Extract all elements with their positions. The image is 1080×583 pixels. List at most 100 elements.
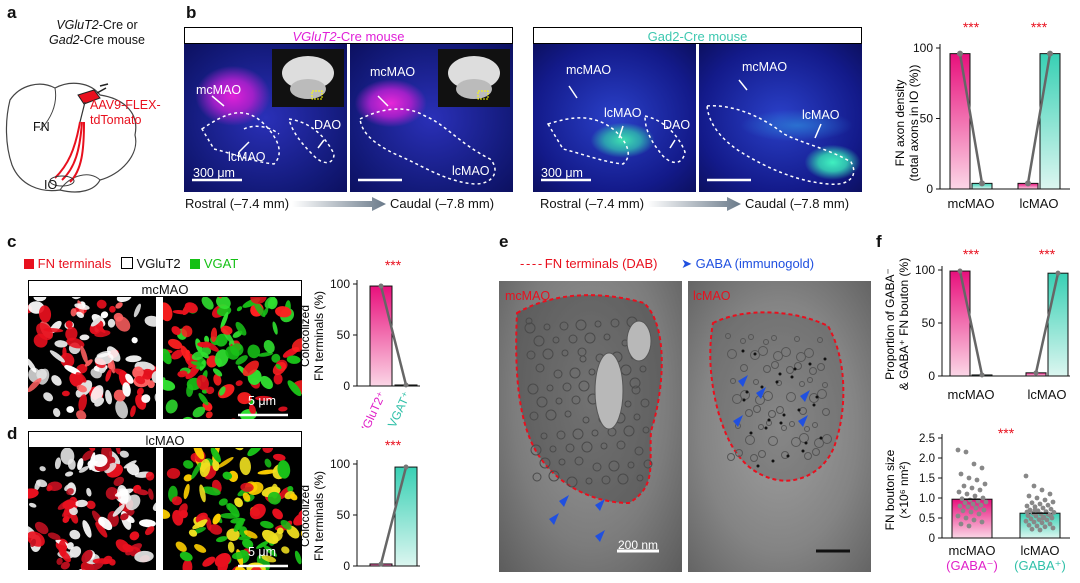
panel-label-f: f	[876, 232, 882, 251]
signal-blob	[250, 566, 263, 570]
vesicle	[763, 339, 769, 345]
signal-blob	[163, 302, 173, 322]
immunogold-particle	[756, 464, 760, 468]
signal-blob	[117, 485, 129, 505]
data-point	[1033, 370, 1039, 376]
signal-blob	[263, 340, 275, 354]
data-point	[969, 485, 975, 491]
x-tick-label: mcMAO	[948, 387, 995, 402]
y-tick-label: 100	[913, 41, 933, 55]
b-label-mcmao-4: mcMAO	[742, 60, 788, 74]
c-header: mcMAO	[28, 280, 302, 297]
x-tick-label: mcMAO	[949, 543, 996, 558]
data-point	[956, 489, 962, 495]
signal-blob	[194, 544, 207, 553]
b-scale-3: 300 μm	[541, 166, 583, 180]
signal-blob	[171, 496, 183, 506]
signal-blob	[272, 508, 283, 520]
signal-blob	[58, 540, 67, 557]
signal-blob	[136, 387, 144, 396]
immunogold-particle	[812, 403, 816, 407]
bar-gaba-pos	[1047, 272, 1069, 377]
signal-blob	[81, 549, 93, 563]
signal-blob	[70, 297, 84, 300]
significance-stars: ***	[963, 19, 980, 35]
vesicle	[786, 366, 794, 374]
vesicle	[804, 426, 810, 432]
y-tick-label: 50	[920, 112, 934, 126]
signal-blob	[86, 487, 92, 497]
vesicle	[768, 410, 776, 418]
signal-blob	[177, 370, 188, 378]
signal-blob	[28, 378, 42, 393]
gaba-arrowhead-icon	[738, 375, 748, 387]
signal-blob	[67, 458, 76, 470]
vesicle	[533, 335, 545, 347]
vesicle	[807, 377, 813, 383]
vesicle	[776, 406, 784, 414]
signal-blob	[28, 358, 37, 373]
data-point	[957, 503, 963, 509]
vesicle	[552, 336, 560, 344]
signal-blob	[243, 530, 258, 539]
y-tick-label: 1.5	[919, 473, 935, 485]
vesicle	[546, 384, 554, 392]
signal-blob	[210, 418, 220, 419]
vesicle	[817, 389, 827, 399]
signal-blob	[69, 507, 78, 516]
vesicle	[610, 318, 620, 328]
signal-blob	[147, 380, 155, 389]
significance-stars: ***	[998, 425, 1015, 441]
signal-blob	[66, 488, 74, 496]
signal-blob	[122, 382, 131, 397]
immunogold-particle	[819, 436, 823, 440]
vesicle	[526, 350, 536, 360]
vesicle	[562, 382, 572, 392]
signal-blob	[183, 474, 193, 482]
vesicle	[794, 362, 802, 370]
data-point	[1034, 495, 1040, 501]
signal-blob	[78, 465, 90, 473]
f-bar-chart: 0 50 100 *** mcMAO *** lcMAO Proportion of GABA…	[883, 248, 1070, 402]
vesicle	[582, 416, 590, 424]
signal-blob	[239, 456, 251, 476]
data-point	[960, 508, 966, 514]
signal-blob	[191, 351, 205, 361]
data-point	[966, 523, 972, 529]
vesicle	[561, 349, 569, 357]
signal-blob	[202, 486, 221, 496]
vesicle	[639, 365, 647, 373]
fn-label: FN	[33, 120, 50, 134]
data-point	[1050, 525, 1056, 531]
vesicle	[732, 394, 742, 404]
vesicle	[796, 352, 806, 362]
signal-blob	[114, 368, 128, 377]
gaba-arrowhead-icon	[756, 387, 766, 399]
pair-line	[1026, 53, 1052, 184]
vesicle	[727, 453, 735, 461]
signal-blob	[276, 527, 284, 535]
data-point	[959, 496, 965, 502]
signal-blob	[30, 538, 37, 547]
data-point	[1025, 513, 1031, 518]
signal-blob	[219, 386, 226, 396]
b-label-lcmao-3: lcMAO	[604, 106, 642, 120]
data-point	[1031, 483, 1037, 489]
vesicle	[568, 334, 578, 344]
signal-blob	[184, 302, 198, 314]
signal-blob	[52, 408, 61, 417]
d-bar-chart: 0 50 100 *** ColocolizedFN terminals (%)	[298, 437, 420, 573]
signal-blob	[39, 466, 46, 472]
signal-blob	[257, 469, 277, 475]
signal-blob	[61, 390, 70, 397]
mitochondrion	[594, 352, 624, 430]
signal-blob	[181, 325, 193, 338]
data-point	[1048, 506, 1054, 512]
b-caudal-2: Caudal (–7.8 mm)	[745, 196, 850, 211]
gaba-arrowhead-icon	[559, 495, 569, 507]
legend-swatch-fn	[24, 259, 34, 269]
virus-label: AAV9-FLEX-tdTomato	[90, 98, 161, 127]
signal-blob	[222, 471, 233, 480]
vesicle	[559, 321, 569, 331]
signal-blob	[272, 321, 278, 335]
